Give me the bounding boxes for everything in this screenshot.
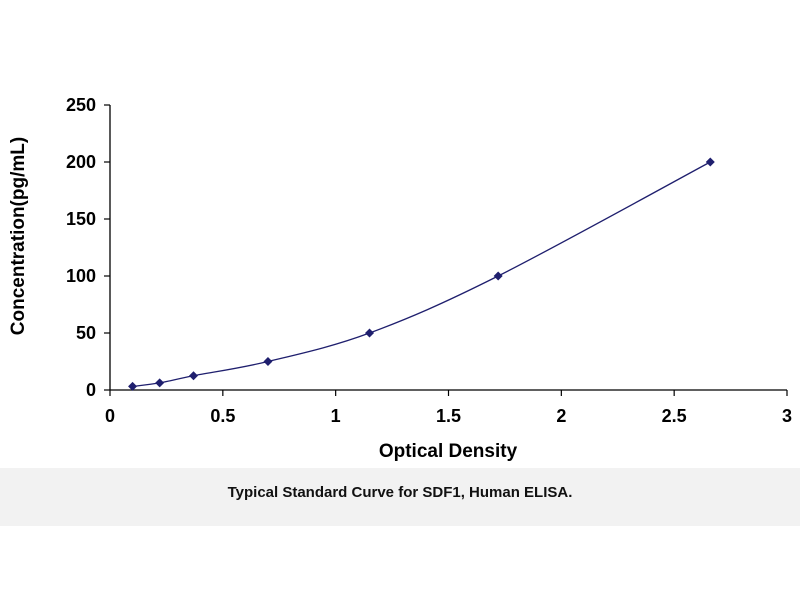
data-point <box>705 157 715 167</box>
x-tick-label: 0 <box>105 406 115 426</box>
data-point <box>365 328 375 338</box>
tick-labels: 0 50 100 150 200 250 0 0.5 1 1.5 2 2.5 3 <box>66 95 792 426</box>
x-tick-label: 3 <box>782 406 792 426</box>
x-axis-title: Optical Density <box>379 441 518 462</box>
y-tick-label: 50 <box>76 323 96 343</box>
y-tick-label: 200 <box>66 152 96 172</box>
data-point <box>263 357 273 366</box>
data-points <box>128 157 715 391</box>
y-axis-title: Concentration(pg/mL) <box>8 137 29 335</box>
x-tick-label: 1 <box>331 406 341 426</box>
x-tick-label: 2.5 <box>662 406 687 426</box>
axes <box>104 104 788 396</box>
chart-caption: Typical Standard Curve for SDF1, Human E… <box>227 484 573 501</box>
y-tick-label: 150 <box>66 209 96 229</box>
series-curve <box>132 161 711 388</box>
caption-band <box>0 468 800 526</box>
data-point <box>188 371 198 381</box>
y-tick-label: 250 <box>66 95 96 115</box>
x-tick-label: 2 <box>556 406 566 426</box>
data-point <box>128 381 138 391</box>
y-tick-label: 0 <box>86 380 96 400</box>
data-point <box>155 378 165 388</box>
data-point <box>493 271 503 281</box>
x-tick-label: 0.5 <box>210 406 235 426</box>
x-tick-label: 1.5 <box>436 406 461 426</box>
y-tick-label: 100 <box>66 266 96 286</box>
